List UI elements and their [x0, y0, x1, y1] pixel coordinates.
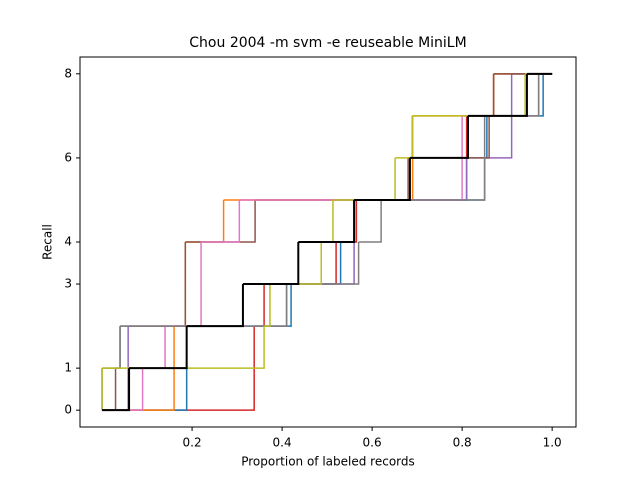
- y-tick-label: 0: [64, 403, 72, 417]
- step-line: [242, 242, 300, 286]
- x-tick-label: 1.0: [543, 436, 562, 450]
- step-line: [358, 199, 382, 243]
- x-tick-label: 0.6: [363, 436, 382, 450]
- y-tick-label: 6: [64, 150, 72, 164]
- x-tick-label: 0.8: [453, 436, 472, 450]
- step-line: [381, 157, 486, 201]
- step-line: [467, 73, 528, 117]
- y-tick-label: 3: [64, 277, 72, 291]
- step-line: [298, 199, 356, 243]
- step-line: [201, 199, 241, 243]
- step-line: [264, 284, 271, 327]
- y-tick-label: 4: [64, 235, 72, 249]
- x-tick-label: 0.2: [183, 436, 202, 450]
- step-line: [102, 368, 131, 412]
- step-line: [186, 284, 244, 328]
- y-tick-label: 1: [64, 361, 72, 375]
- y-axis-label: Recall: [41, 224, 55, 260]
- step-line: [354, 157, 411, 201]
- chart-title: Chou 2004 -m svm -e reuseable MiniLM: [189, 35, 466, 51]
- y-tick-label: 8: [64, 66, 72, 80]
- step-line: [120, 284, 288, 327]
- plot-frame: [79, 56, 577, 428]
- step-line: [409, 115, 469, 159]
- x-axis-label: Proportion of labeled records: [241, 455, 415, 469]
- step-line: [129, 326, 188, 370]
- x-tick-label: 0.4: [273, 436, 292, 450]
